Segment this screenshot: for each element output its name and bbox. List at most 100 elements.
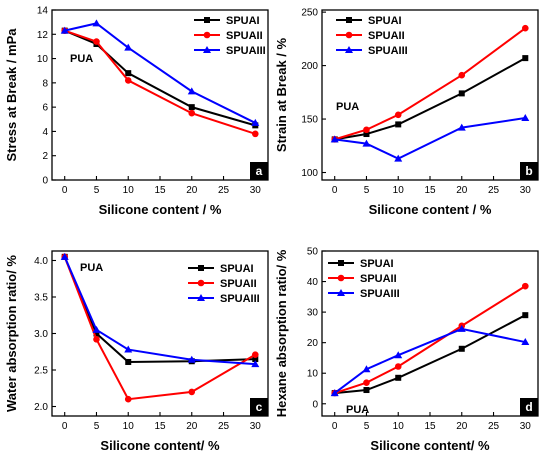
panel-c-legend-marker <box>198 265 204 271</box>
panel-b-point-spuai <box>458 90 465 97</box>
panel-b-legend: SPUAI SPUAII SPUAIII <box>336 15 408 57</box>
panel-d-legend: SPUAI SPUAII SPUAIII <box>328 258 400 300</box>
panel-d: 0 5 10 15 20 25 30 0 10 20 30 40 50 Silicone content/… <box>274 247 539 453</box>
panel-d-x-tick-label: 25 <box>488 421 500 432</box>
panel-a-legend-marker <box>204 17 210 23</box>
panel-a-legend-label: SPUAII <box>226 30 263 42</box>
panel-d-x-tick-label: 0 <box>332 421 338 432</box>
panel-c-point-spuai <box>125 358 132 365</box>
panel-b-point-spuai <box>363 131 370 138</box>
panel-d-legend-label: SPUAIII <box>360 288 400 300</box>
panel-d-y-tick-label: 20 <box>307 338 319 349</box>
panel-d-y-tick-label: 10 <box>307 369 319 380</box>
panel-a-x-tick-label: 5 <box>94 185 100 196</box>
panel-c-plot-frame <box>51 250 269 417</box>
panel-b-badge <box>520 162 538 180</box>
panel-b-legend-label: SPUAI <box>368 15 402 27</box>
panel-a-legend-marker <box>203 46 211 53</box>
panel-b-legend-label: SPUAIII <box>368 45 408 57</box>
panel-d-point-spuai <box>395 374 402 381</box>
panel-a-x-tick-label: 10 <box>123 185 135 196</box>
panel-d-x-tick-label: 30 <box>520 421 532 432</box>
panel-c-point-spuaiii <box>60 252 69 260</box>
panel-c-y-axis-title: Water absorption ratio/ % <box>4 255 19 412</box>
panel-b-line-spuai <box>334 57 526 141</box>
panel-a-point-spuaii <box>124 77 132 84</box>
panel-c-legend-marker <box>197 279 205 287</box>
panel-c-point-spuaiii <box>251 360 260 368</box>
panel-d-point-spuaii <box>363 379 370 386</box>
panel-c-legend-label: SPUAIII <box>220 293 260 305</box>
panel-c-x-tick-label: 10 <box>123 421 135 432</box>
panel-b-point-spuaii <box>458 71 466 79</box>
panel-c-x-tick-label: 0 <box>62 421 68 432</box>
panel-d-y-axis-title: Hexane absorption ratio/ % <box>274 249 289 417</box>
panel-b-y-tick-label: 150 <box>301 115 318 126</box>
panel-b-point-spuaiii <box>521 113 530 121</box>
panel-d-point-spuaiii <box>362 365 371 373</box>
panel-d-point-spuaiii <box>330 389 339 397</box>
panel-a-point-spuai <box>125 70 132 77</box>
panel-c-x-tick-label: 5 <box>94 421 100 432</box>
panel-a-x-tick-label: 20 <box>186 185 198 196</box>
panel-a-series-spuaii <box>61 27 259 138</box>
panel-b-y-tick-label: 250 <box>301 8 318 19</box>
panel-b-point-spuaiii <box>394 154 403 162</box>
panel-b-x-tick-label: 30 <box>520 185 532 196</box>
panel-b: 0 5 10 15 20 25 30 100 150 200 250 Silicone content… <box>274 8 539 217</box>
panel-d-x-tick-label: 5 <box>364 421 370 432</box>
panel-d-x-tick-label: 20 <box>456 421 468 432</box>
panel-d-legend-label: SPUAII <box>360 273 397 285</box>
panel-d-series-spuaii <box>331 282 529 397</box>
panel-a-x-tick-label: 25 <box>218 185 230 196</box>
panel-a-point-spuaiii <box>187 87 196 95</box>
panel-a-point-spuaii <box>188 109 196 117</box>
panel-a-legend: SPUAI SPUAII SPUAIII <box>194 15 266 57</box>
panel-c-point-spuaii <box>251 351 259 358</box>
panel-b-point-spuaiii <box>362 139 371 147</box>
panel-a-point-spuaiii <box>92 19 101 27</box>
panel-a-point-spuaii <box>251 130 259 138</box>
panel-b-point-spuaiii <box>330 135 339 143</box>
panel-a-legend-marker <box>203 31 211 39</box>
panel-b-point-spuaii <box>363 126 370 134</box>
panel-a-y-axis-title: Stress at Break / mPa <box>4 28 19 162</box>
panel-a-point-spuaiii <box>124 43 133 51</box>
panel-b-line-spuaiii <box>334 116 526 160</box>
panel-b-y-tick-label: 100 <box>301 168 318 179</box>
panel-c-point-spuai <box>93 330 100 337</box>
panel-c-badge-letter: c <box>256 400 263 414</box>
panel-a-series-spuaiii <box>60 19 260 126</box>
panel-c-y-tick-label: 2.0 <box>34 402 48 413</box>
panel-c-x-tick-label: 20 <box>186 421 198 432</box>
panel-d-point-spuai <box>522 312 529 319</box>
panel-d-x-tick-label: 10 <box>393 421 405 432</box>
panel-d-point-spuai <box>458 345 465 352</box>
panel-d-legend-marker <box>337 274 345 282</box>
panel-c-y-tick-label: 4.0 <box>34 256 48 267</box>
panel-a-y-tick-label: 12 <box>37 30 49 41</box>
panel-c-legend-label: SPUAII <box>220 278 257 290</box>
panel-b-legend-marker <box>345 31 353 39</box>
panel-d-point-spuai <box>363 387 370 394</box>
panel-b-point-spuai <box>395 121 402 128</box>
panel-d-x-tick-label: 15 <box>424 421 436 432</box>
panel-b-series-spuaii <box>331 24 529 143</box>
panel-b-series-spuaiii <box>330 113 530 162</box>
panel-d-annotation: PUA <box>346 404 369 416</box>
panel-d-point-spuaiii <box>521 338 530 346</box>
panel-b-series-spuai <box>331 55 529 143</box>
panel-b-point-spuaiii <box>457 123 466 131</box>
panel-a-legend-label: SPUAIII <box>226 45 266 57</box>
panel-b-x-tick-label: 5 <box>364 185 370 196</box>
panel-c-point-spuaiii <box>124 345 133 353</box>
panel-c-point-spuaii <box>188 388 196 396</box>
panel-d-point-spuaii <box>521 282 529 290</box>
panel-b-x-tick-label: 0 <box>332 185 338 196</box>
panel-c-badge <box>250 398 268 416</box>
panel-c-y-tick-label: 3.0 <box>34 329 48 340</box>
panel-d-series-spuaiii <box>330 324 530 397</box>
panel-d-point-spuaiii <box>394 351 403 359</box>
panel-d-legend-label: SPUAI <box>360 258 394 270</box>
